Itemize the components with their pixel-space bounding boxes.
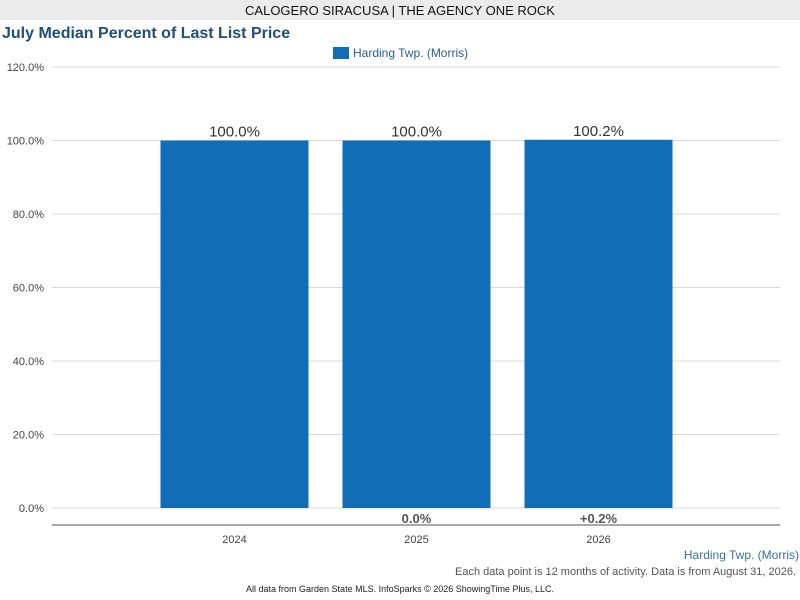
- y-tick-label: 20.0%: [13, 430, 44, 442]
- legend[interactable]: Harding Twp. (Morris): [333, 46, 468, 60]
- bar-value-label: 100.0%: [209, 124, 260, 141]
- y-tick-label: 100.0%: [7, 136, 45, 148]
- y-tick-label: 60.0%: [13, 283, 44, 295]
- agent-banner: CALOGERO SIRACUSA | THE AGENCY ONE ROCK: [0, 0, 800, 20]
- y-tick-label: 0.0%: [19, 503, 44, 515]
- chart-title: July Median Percent of Last List Price: [2, 25, 291, 42]
- footer-note: Each data point is 12 months of activity…: [455, 566, 796, 578]
- change-label: +0.2%: [580, 511, 618, 526]
- footer-region-label: Harding Twp. (Morris): [683, 548, 799, 562]
- change-label: 0.0%: [402, 511, 432, 526]
- bar: [524, 139, 673, 508]
- y-tick-label: 120.0%: [7, 62, 45, 74]
- legend-label: Harding Twp. (Morris): [353, 46, 469, 60]
- footer-source: All data from Garden State MLS. InfoSpar…: [246, 584, 554, 594]
- y-tick-label: 40.0%: [13, 356, 44, 368]
- bar: [160, 140, 309, 508]
- x-tick-label: 2024: [222, 534, 246, 546]
- legend-swatch: [333, 47, 349, 59]
- x-tick-label: 2025: [404, 534, 428, 546]
- y-tick-label: 80.0%: [13, 209, 44, 221]
- x-tick-label: 2026: [586, 534, 610, 546]
- bar-value-label: 100.0%: [391, 124, 442, 141]
- bar: [342, 140, 491, 508]
- bar-value-label: 100.2%: [573, 123, 624, 140]
